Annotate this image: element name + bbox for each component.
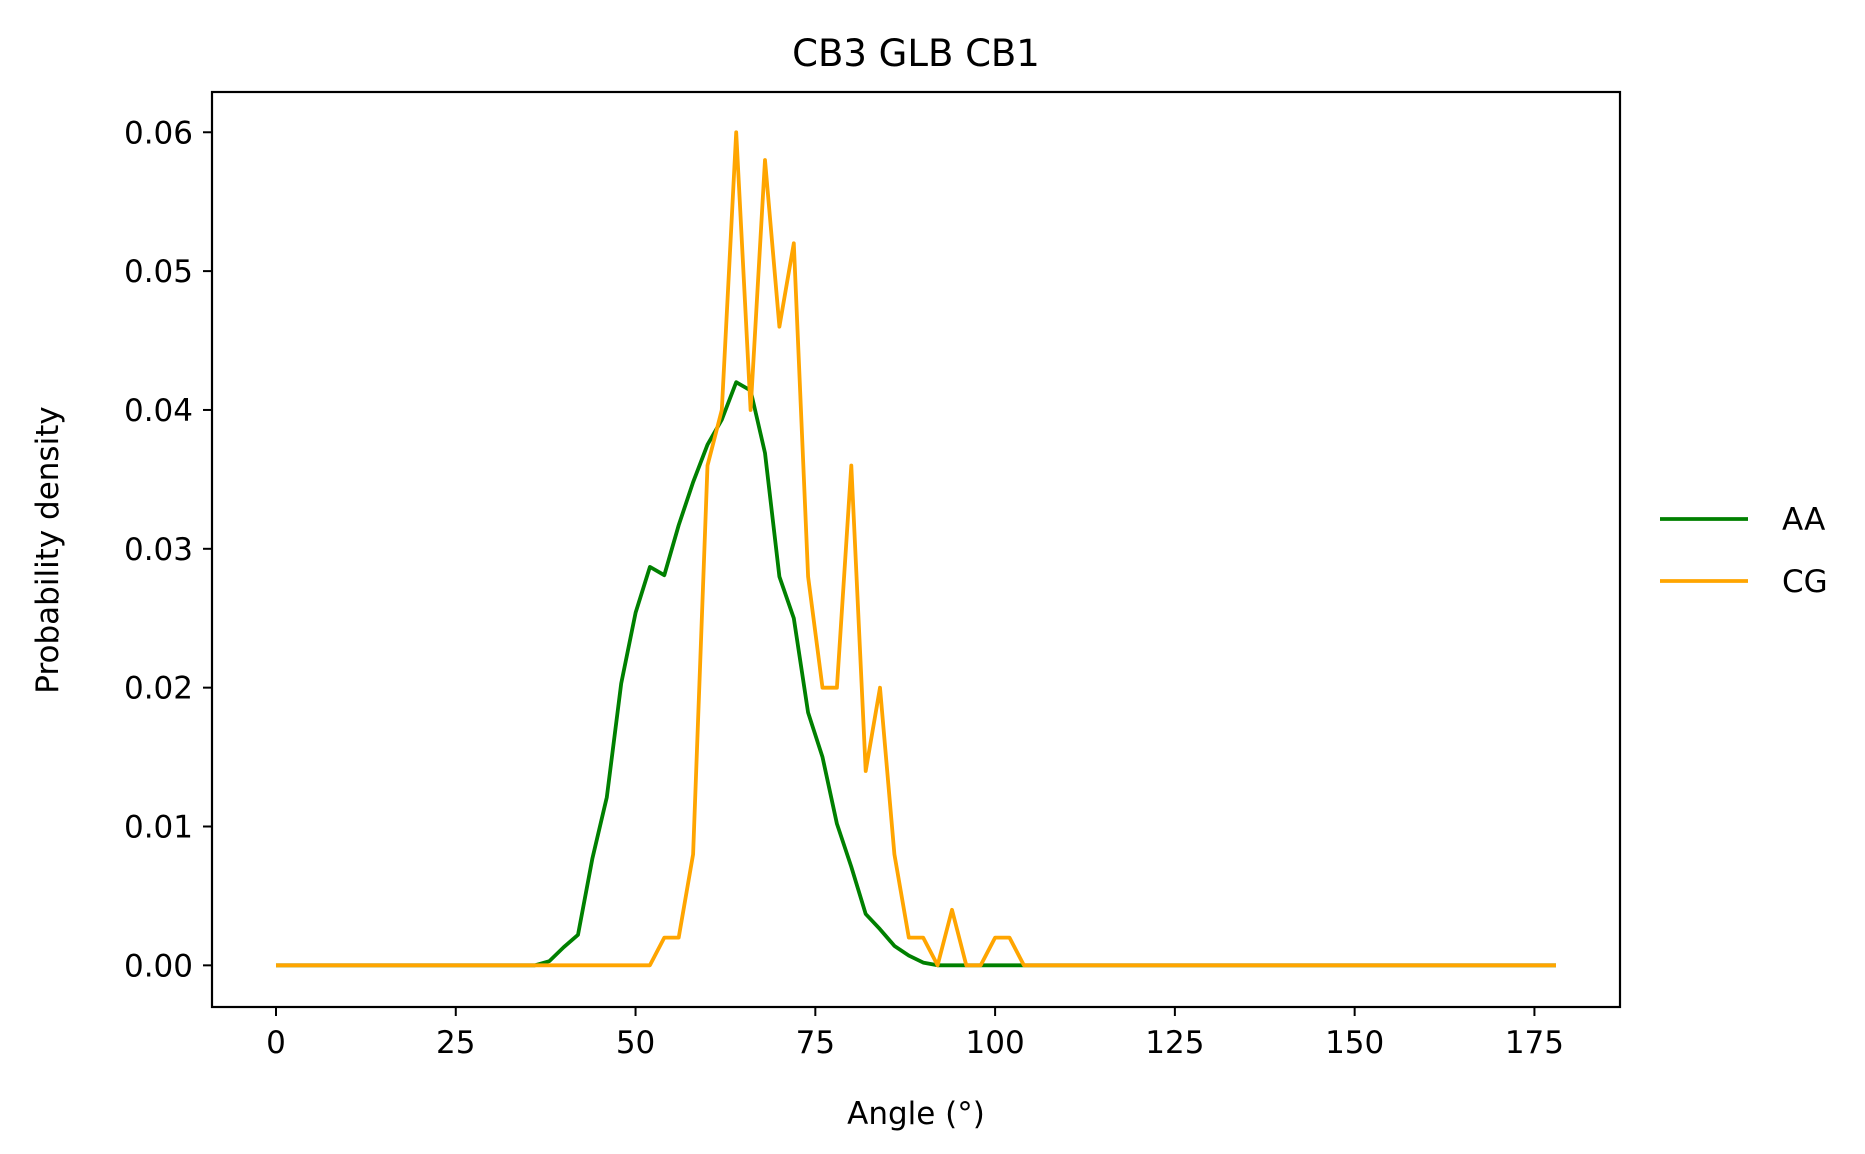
- x-tick-label: 50: [616, 1025, 655, 1061]
- legend: AA CG: [1660, 502, 1828, 600]
- x-axis: 0 25 50 75 100 125 150 175: [266, 1007, 1564, 1061]
- x-tick-label: 25: [436, 1025, 475, 1061]
- x-tick-label: 0: [266, 1025, 286, 1061]
- x-tick-label: 100: [966, 1025, 1025, 1061]
- x-tick-label: 150: [1325, 1025, 1384, 1061]
- plot-lines: [276, 130, 1556, 968]
- x-tick-label: 125: [1145, 1025, 1204, 1061]
- x-axis-label: Angle (°): [847, 1096, 985, 1132]
- x-tick-label: 75: [796, 1025, 835, 1061]
- y-tick-label: 0.00: [124, 948, 193, 984]
- y-tick-label: 0.02: [124, 671, 193, 707]
- legend-label-aa: AA: [1782, 502, 1825, 538]
- y-tick-label: 0.05: [124, 254, 193, 290]
- y-tick-label: 0.06: [124, 115, 193, 151]
- plot-frame: [210, 90, 1622, 1009]
- y-tick-label: 0.03: [124, 532, 193, 568]
- chart-title: CB3 GLB CB1: [792, 32, 1040, 75]
- series-line-cg: [276, 130, 1556, 968]
- series-line-aa: [276, 380, 1556, 968]
- y-axis: 0.00 0.01 0.02 0.03 0.04 0.05 0.06: [124, 115, 212, 984]
- y-tick-label: 0.04: [124, 393, 193, 429]
- y-axis-label: Probability density: [30, 406, 66, 693]
- legend-label-cg: CG: [1782, 564, 1828, 600]
- x-tick-label: 175: [1505, 1025, 1564, 1061]
- y-tick-label: 0.01: [124, 809, 193, 845]
